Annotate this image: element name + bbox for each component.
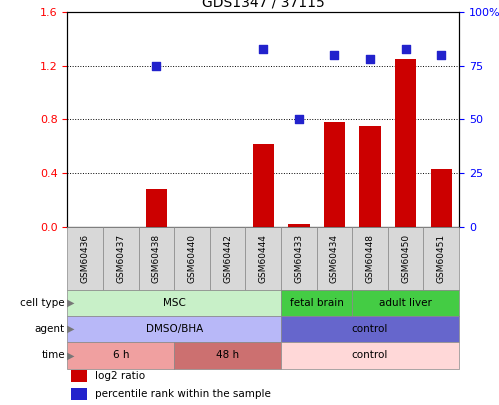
Text: log2 ratio: log2 ratio [95, 371, 145, 381]
Bar [281, 342, 459, 369]
Text: cell type: cell type [20, 298, 65, 308]
Bar [71, 370, 87, 382]
Point [152, 62, 160, 69]
Bar [352, 227, 388, 290]
Bar [139, 227, 174, 290]
Text: ▶: ▶ [67, 298, 74, 308]
Bar [281, 227, 317, 290]
Text: 6 h: 6 h [113, 350, 129, 360]
Text: GSM60433: GSM60433 [294, 234, 303, 283]
Bar [288, 224, 309, 227]
Text: time: time [41, 350, 65, 360]
Text: control: control [352, 324, 388, 334]
Text: GSM60436: GSM60436 [81, 234, 90, 283]
Bar [210, 227, 246, 290]
Text: MSC: MSC [163, 298, 186, 308]
Bar [281, 316, 459, 342]
Bar [352, 290, 459, 316]
Text: GSM60437: GSM60437 [116, 234, 125, 283]
Bar [424, 227, 459, 290]
Text: adult liver: adult liver [379, 298, 432, 308]
Text: GSM60450: GSM60450 [401, 234, 410, 283]
Bar [431, 169, 452, 227]
Point [402, 45, 410, 52]
Text: GSM60448: GSM60448 [366, 234, 375, 283]
Text: ▶: ▶ [67, 324, 74, 334]
Point [437, 52, 445, 58]
Text: control: control [352, 350, 388, 360]
Point [259, 45, 267, 52]
Text: GSM60442: GSM60442 [223, 234, 232, 283]
Point [295, 116, 303, 123]
Bar [388, 227, 424, 290]
Text: fetal brain: fetal brain [290, 298, 344, 308]
Text: GSM60444: GSM60444 [258, 234, 268, 283]
Bar [395, 59, 416, 227]
Bar [317, 227, 352, 290]
Title: GDS1347 / 37115: GDS1347 / 37115 [202, 0, 324, 10]
Bar [174, 227, 210, 290]
Point [366, 56, 374, 63]
Bar [281, 290, 352, 316]
Bar [146, 189, 167, 227]
Point [330, 52, 338, 58]
Bar [359, 126, 381, 227]
Text: 48 h: 48 h [216, 350, 239, 360]
Bar [67, 342, 174, 369]
Text: DMSO/BHA: DMSO/BHA [146, 324, 203, 334]
Text: GSM60434: GSM60434 [330, 234, 339, 283]
Bar [324, 122, 345, 227]
Bar [67, 290, 281, 316]
Text: GSM60438: GSM60438 [152, 234, 161, 283]
Bar [252, 144, 274, 227]
Text: percentile rank within the sample: percentile rank within the sample [95, 389, 270, 399]
Bar [174, 342, 281, 369]
Text: GSM60440: GSM60440 [188, 234, 197, 283]
Text: GSM60451: GSM60451 [437, 234, 446, 283]
Bar [103, 227, 139, 290]
Text: ▶: ▶ [67, 350, 74, 360]
Bar [246, 227, 281, 290]
Bar [67, 316, 281, 342]
Bar [71, 388, 87, 399]
Text: agent: agent [35, 324, 65, 334]
Bar [67, 227, 103, 290]
